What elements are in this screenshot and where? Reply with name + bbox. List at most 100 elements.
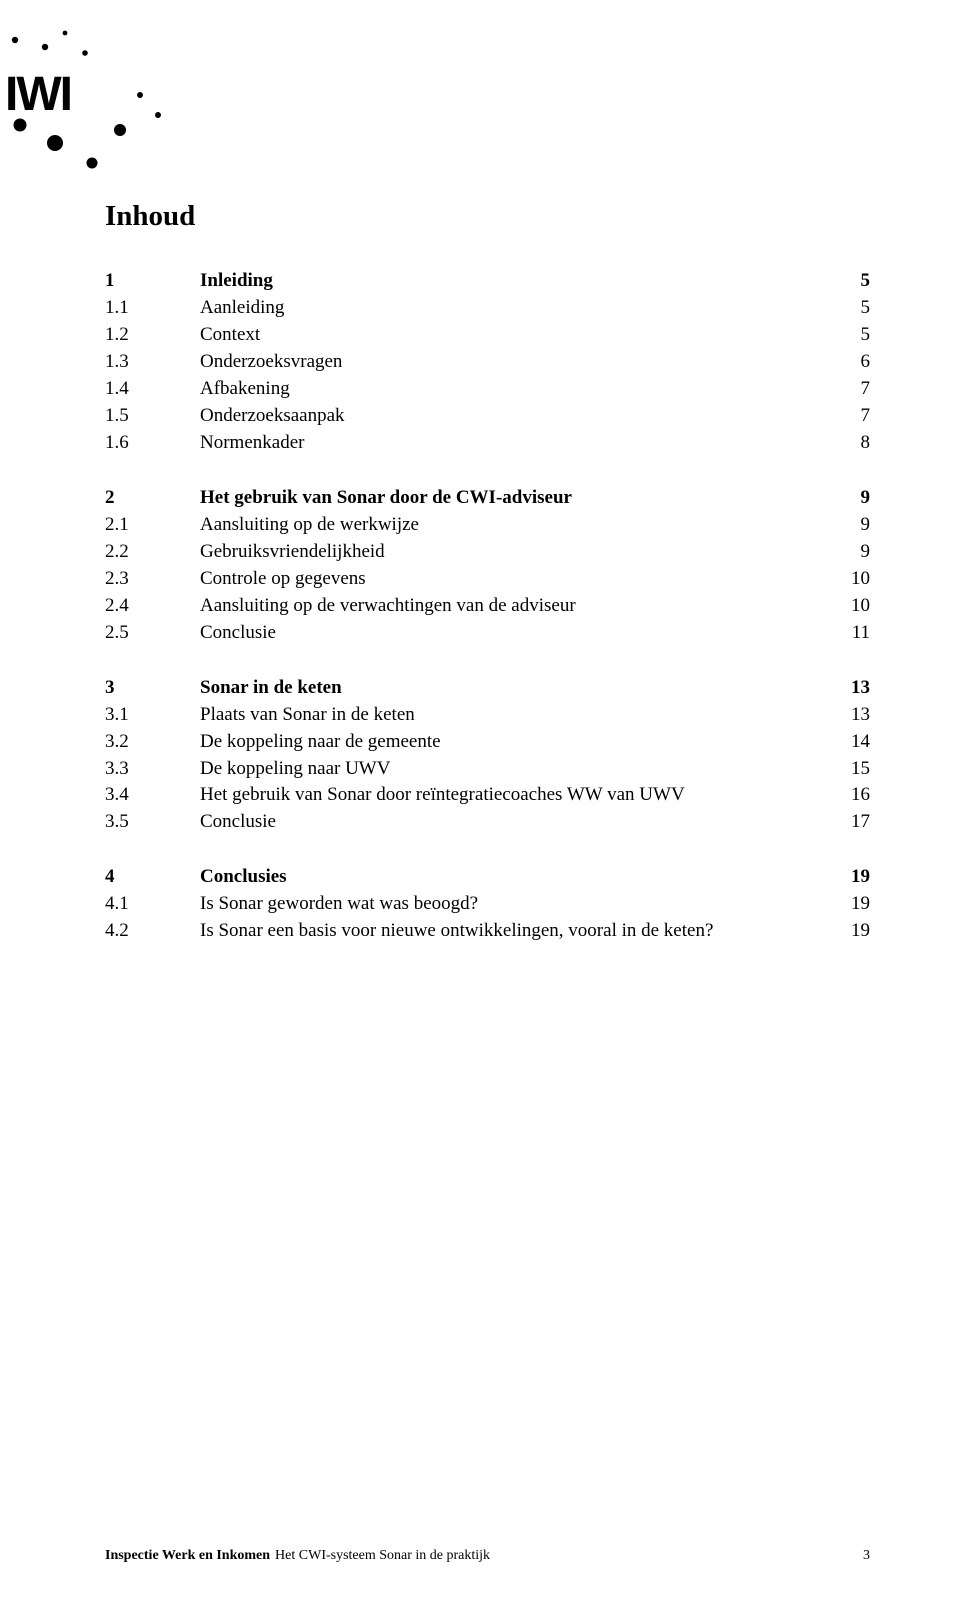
- toc-entry-label: Conclusie: [200, 620, 830, 647]
- toc-entry: 3.3 De koppeling naar UWV 15: [105, 756, 870, 783]
- toc-entry-number: 3.2: [105, 729, 200, 756]
- toc-entry-number: 4.2: [105, 918, 200, 945]
- toc-entry-page: 5: [830, 322, 870, 349]
- toc-entry: 3.5 Conclusie 17: [105, 809, 870, 836]
- toc-entry-page: 19: [830, 918, 870, 945]
- toc-heading-number: 4: [105, 864, 200, 891]
- toc-entry: 4.1 Is Sonar geworden wat was beoogd? 19: [105, 891, 870, 918]
- toc-entry-label: Is Sonar een basis voor nieuwe ontwikkel…: [200, 918, 830, 945]
- toc-heading-page: 5: [830, 268, 870, 295]
- toc-entry-label: Onderzoeksaanpak: [200, 403, 830, 430]
- toc-entry-page: 9: [830, 539, 870, 566]
- toc-entry-page: 16: [830, 782, 870, 809]
- toc-entry: 2.5 Conclusie 11: [105, 620, 870, 647]
- toc-entry: 1.1 Aanleiding 5: [105, 295, 870, 322]
- toc-entry-number: 2.1: [105, 512, 200, 539]
- toc-entry-label: Het gebruik van Sonar door reïntegratiec…: [200, 782, 830, 809]
- toc-entry-number: 1.4: [105, 376, 200, 403]
- toc-entry-page: 5: [830, 295, 870, 322]
- toc-entry-label: Aanleiding: [200, 295, 830, 322]
- toc-heading-page: 13: [830, 675, 870, 702]
- toc-entry-label: Controle op gegevens: [200, 566, 830, 593]
- toc-entry-number: 1.5: [105, 403, 200, 430]
- toc-heading-label: Het gebruik van Sonar door de CWI-advise…: [200, 485, 830, 512]
- toc-section: 1 Inleiding 5 1.1 Aanleiding 5 1.2 Conte…: [105, 268, 870, 457]
- toc-entry-label: Aansluiting op de verwachtingen van de a…: [200, 593, 830, 620]
- toc-heading-page: 9: [830, 485, 870, 512]
- toc-entry-number: 2.3: [105, 566, 200, 593]
- toc-entry: 1.2 Context 5: [105, 322, 870, 349]
- toc-entry: 2.4 Aansluiting op de verwachtingen van …: [105, 593, 870, 620]
- toc-entry-number: 2.4: [105, 593, 200, 620]
- toc-entry-label: Is Sonar geworden wat was beoogd?: [200, 891, 830, 918]
- toc-heading-label: Conclusies: [200, 864, 830, 891]
- logo-text: IWI: [5, 68, 71, 121]
- toc-entry: 3.2 De koppeling naar de gemeente 14: [105, 729, 870, 756]
- toc-entry-page: 8: [830, 430, 870, 457]
- toc-entry-number: 2.2: [105, 539, 200, 566]
- toc-entry: 3.4 Het gebruik van Sonar door reïntegra…: [105, 782, 870, 809]
- toc-entry-page: 17: [830, 809, 870, 836]
- toc-heading-label: Inleiding: [200, 268, 830, 295]
- toc-entry-page: 10: [830, 566, 870, 593]
- toc-section: 3 Sonar in de keten 13 3.1 Plaats van So…: [105, 675, 870, 837]
- toc-entry: 3.1 Plaats van Sonar in de keten 13: [105, 702, 870, 729]
- toc-entry-page: 14: [830, 729, 870, 756]
- toc-entry-page: 19: [830, 891, 870, 918]
- toc-entry-label: Normenkader: [200, 430, 830, 457]
- toc-entry: 2.3 Controle op gegevens 10: [105, 566, 870, 593]
- toc-entry: 4.2 Is Sonar een basis voor nieuwe ontwi…: [105, 918, 870, 945]
- toc: 1 Inleiding 5 1.1 Aanleiding 5 1.2 Conte…: [105, 268, 870, 945]
- toc-entry-label: Conclusie: [200, 809, 830, 836]
- toc-heading: 2 Het gebruik van Sonar door de CWI-advi…: [105, 485, 870, 512]
- toc-entry-number: 3.4: [105, 782, 200, 809]
- toc-heading: 3 Sonar in de keten 13: [105, 675, 870, 702]
- toc-entry: 1.3 Onderzoeksvragen 6: [105, 349, 870, 376]
- footer-doc: Het CWI-systeem Sonar in de praktijk: [275, 1548, 490, 1564]
- toc-entry-number: 4.1: [105, 891, 200, 918]
- toc-heading-number: 3: [105, 675, 200, 702]
- toc-entry: 1.6 Normenkader 8: [105, 430, 870, 457]
- toc-entry-label: Afbakening: [200, 376, 830, 403]
- toc-entry-number: 3.1: [105, 702, 200, 729]
- toc-heading-number: 2: [105, 485, 200, 512]
- toc-entry: 2.2 Gebruiksvriendelijkheid 9: [105, 539, 870, 566]
- toc-entry-page: 6: [830, 349, 870, 376]
- toc-entry: 1.5 Onderzoeksaanpak 7: [105, 403, 870, 430]
- toc-title: Inhoud: [105, 200, 870, 233]
- toc-entry-label: Context: [200, 322, 830, 349]
- toc-entry-page: 11: [830, 620, 870, 647]
- toc-entry-number: 1.6: [105, 430, 200, 457]
- toc-entry-number: 3.3: [105, 756, 200, 783]
- toc-heading: 4 Conclusies 19: [105, 864, 870, 891]
- toc-section: 4 Conclusies 19 4.1 Is Sonar geworden wa…: [105, 864, 870, 945]
- toc-entry-label: De koppeling naar de gemeente: [200, 729, 830, 756]
- toc-entry-number: 1.3: [105, 349, 200, 376]
- toc-heading-number: 1: [105, 268, 200, 295]
- toc-entry-page: 9: [830, 512, 870, 539]
- toc-entry-label: Onderzoeksvragen: [200, 349, 830, 376]
- toc-section: 2 Het gebruik van Sonar door de CWI-advi…: [105, 485, 870, 647]
- toc-heading-label: Sonar in de keten: [200, 675, 830, 702]
- toc-entry-number: 1.2: [105, 322, 200, 349]
- toc-entry-label: Aansluiting op de werkwijze: [200, 512, 830, 539]
- toc-entry-number: 3.5: [105, 809, 200, 836]
- toc-entry-label: Plaats van Sonar in de keten: [200, 702, 830, 729]
- toc-entry: 1.4 Afbakening 7: [105, 376, 870, 403]
- toc-entry-number: 1.1: [105, 295, 200, 322]
- toc-entry: 2.1 Aansluiting op de werkwijze 9: [105, 512, 870, 539]
- toc-entry-label: Gebruiksvriendelijkheid: [200, 539, 830, 566]
- iwi-logo: IWI: [0, 25, 175, 185]
- toc-entry-page: 10: [830, 593, 870, 620]
- toc-entry-page: 15: [830, 756, 870, 783]
- page-footer: Inspectie Werk en Inkomen Het CWI-systee…: [105, 1548, 870, 1564]
- toc-entry-page: 7: [830, 403, 870, 430]
- toc-heading: 1 Inleiding 5: [105, 268, 870, 295]
- toc-entry-label: De koppeling naar UWV: [200, 756, 830, 783]
- toc-entry-page: 13: [830, 702, 870, 729]
- toc-heading-page: 19: [830, 864, 870, 891]
- toc-entry-page: 7: [830, 376, 870, 403]
- page: IWI Inhoud 1 Inleiding 5 1.1 Aanleiding …: [0, 0, 960, 1609]
- toc-entry-number: 2.5: [105, 620, 200, 647]
- footer-page: 3: [863, 1548, 870, 1564]
